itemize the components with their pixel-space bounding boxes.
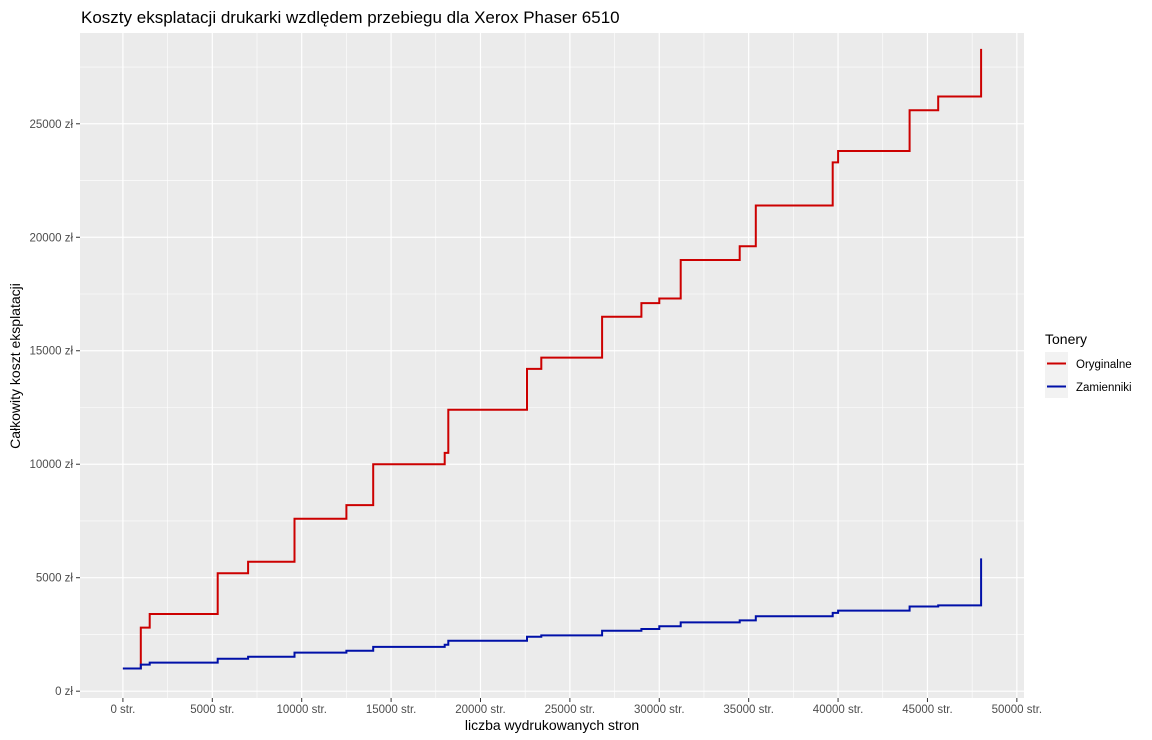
legend: Tonery Oryginalne Zamienniki bbox=[1045, 331, 1132, 398]
x-tick-label: 15000 str. bbox=[366, 704, 417, 716]
x-tick-label: 30000 str. bbox=[634, 704, 685, 716]
x-tick-label: 5000 str. bbox=[190, 704, 234, 716]
x-axis-title: liczba wydrukowanych stron bbox=[465, 717, 639, 733]
x-tick-label: 35000 str. bbox=[723, 704, 774, 716]
x-tick-label: 50000 str. bbox=[992, 704, 1043, 716]
legend-items: Oryginalne Zamienniki bbox=[1045, 352, 1132, 398]
y-tick-label: 0 zł bbox=[55, 686, 73, 698]
legend-label-oryginalne: Oryginalne bbox=[1076, 359, 1132, 371]
x-tick-label: 40000 str. bbox=[813, 704, 864, 716]
x-tick-label: 0 str. bbox=[110, 704, 135, 716]
x-tick-label: 10000 str. bbox=[276, 704, 327, 716]
x-tick-label: 25000 str. bbox=[545, 704, 596, 716]
y-tick-label: 20000 zł bbox=[30, 232, 74, 244]
legend-title: Tonery bbox=[1045, 331, 1087, 347]
series-line-oryginalne bbox=[122, 48, 983, 670]
y-tick-label: 25000 zł bbox=[30, 119, 74, 131]
y-axis-title: Całkowity koszt eksplatacji bbox=[7, 283, 23, 449]
x-tick-label: 45000 str. bbox=[902, 704, 953, 716]
grid-lines bbox=[80, 33, 1024, 698]
y-tick-label: 15000 zł bbox=[30, 346, 74, 358]
axes: 0 str. 5000 str. 10000 str. 15000 str. 20000… bbox=[30, 119, 1043, 716]
series-lines bbox=[122, 48, 983, 670]
chart-title: Koszty eksplatacji drukarki wzdlędem prz… bbox=[81, 8, 620, 27]
y-tick-label: 10000 zł bbox=[30, 459, 74, 471]
plot-panel bbox=[80, 33, 1024, 698]
y-tick-label: 5000 zł bbox=[36, 573, 74, 585]
x-tick-label: 20000 str. bbox=[455, 704, 506, 716]
legend-label-zamienniki: Zamienniki bbox=[1076, 382, 1132, 394]
series-line-zamienniki bbox=[122, 558, 983, 670]
